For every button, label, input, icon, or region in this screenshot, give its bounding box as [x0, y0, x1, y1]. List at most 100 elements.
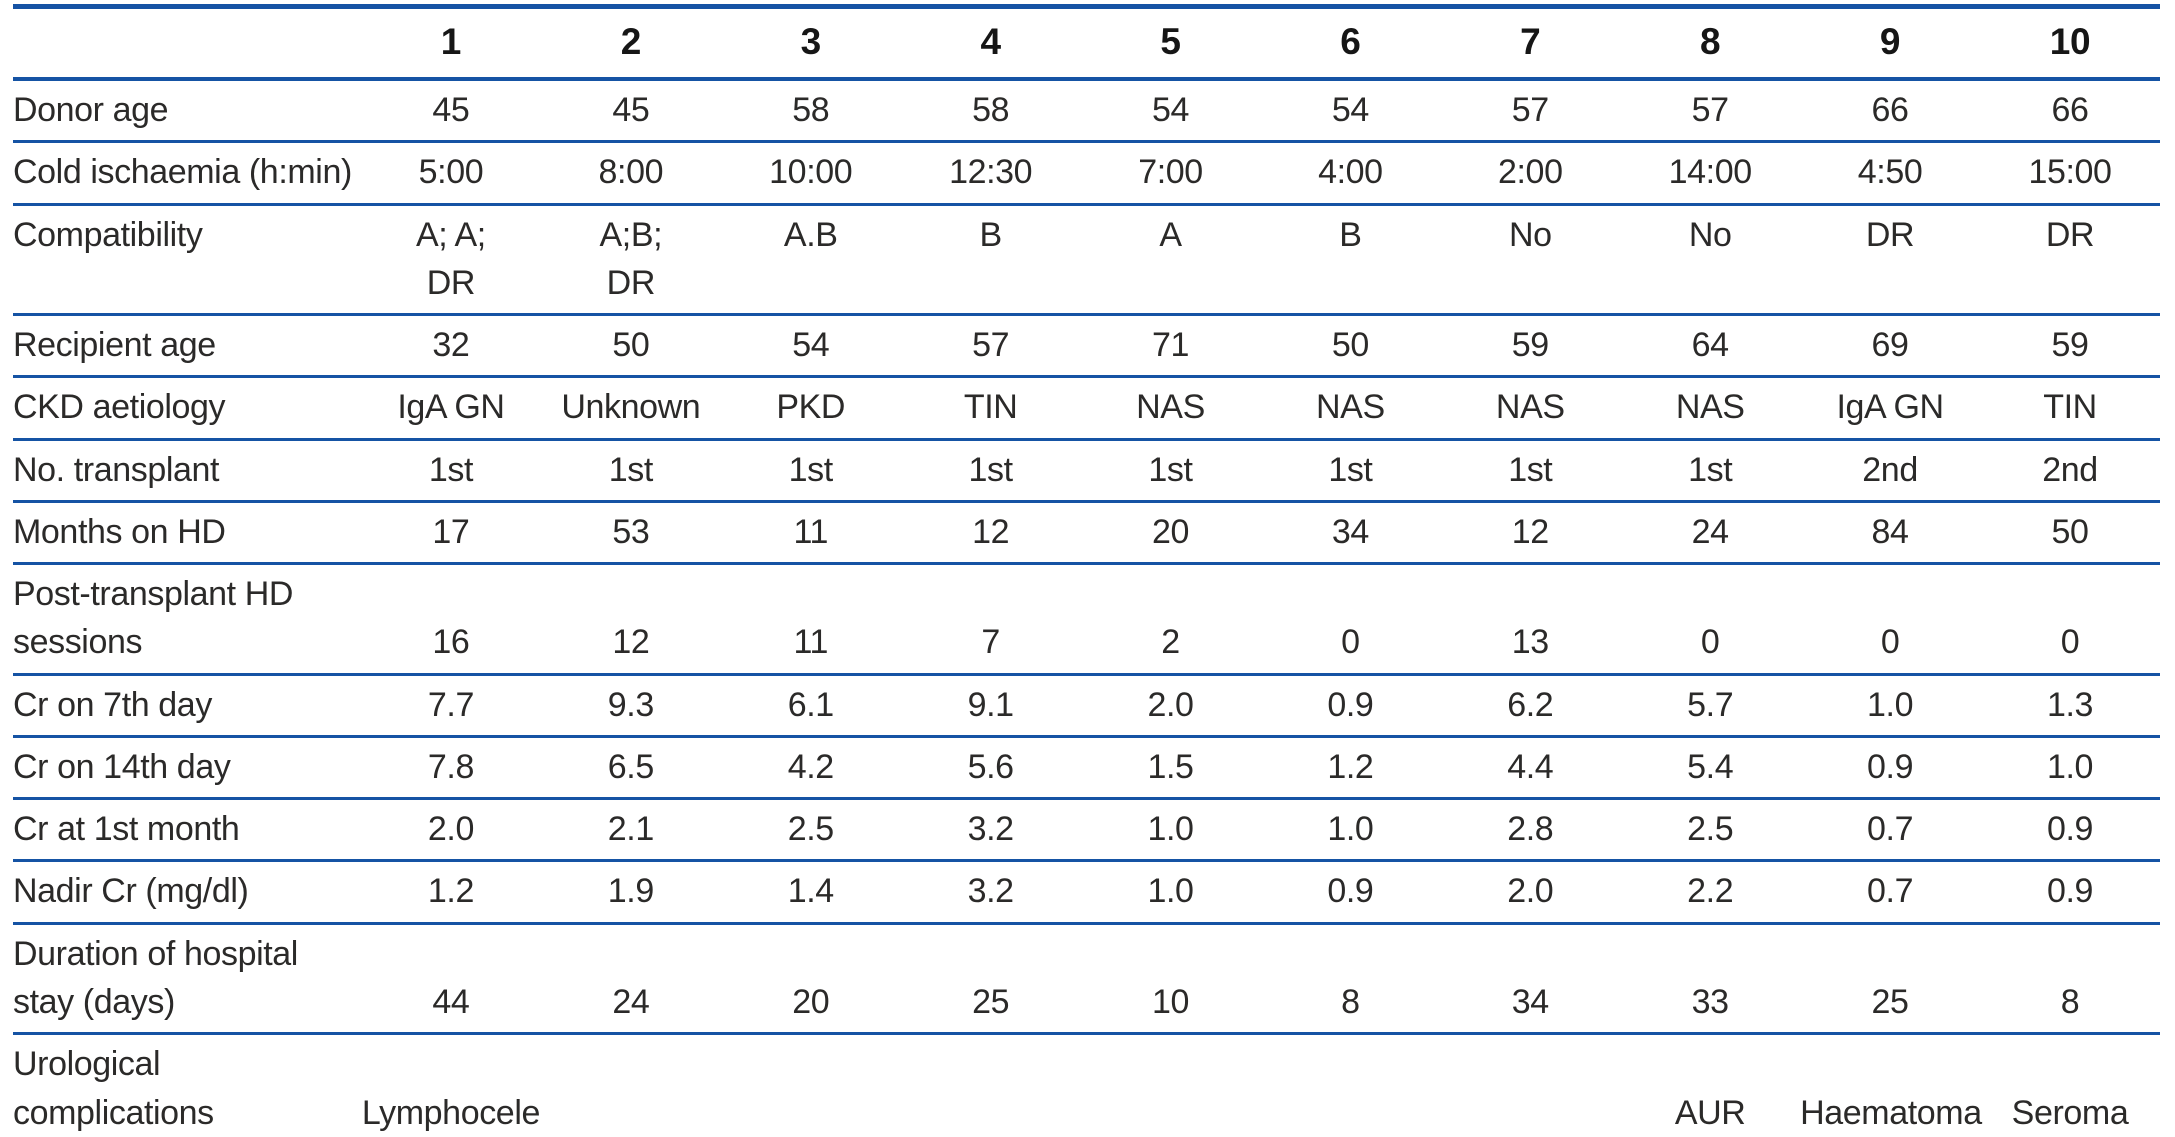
cell-value: 3.2 — [967, 872, 1014, 911]
cell-value: 0.9 — [1327, 685, 1374, 724]
case-number-header: 6 — [1340, 21, 1361, 62]
cell-value: 1st — [788, 450, 834, 489]
cell-value: 0 — [2060, 623, 2080, 662]
cell-value: 57 — [1691, 91, 1729, 129]
cell-value — [1260, 1034, 1440, 1137]
cell-value: 66 — [2051, 91, 2089, 129]
cell-value: 0 — [1700, 623, 1720, 662]
cell-value: 4.4 — [1507, 747, 1554, 786]
cell-value: 1.3 — [2046, 685, 2094, 724]
cell-value: 45 — [432, 91, 470, 129]
cell-value: Lymphocele — [361, 1093, 540, 1132]
row-label: Nadir Cr (mg/dl) — [13, 872, 249, 911]
cell-value: 5:00 — [418, 153, 484, 192]
cell-value: 7.8 — [427, 747, 474, 786]
row-label: Cold ischaemia (h:min) — [13, 153, 352, 192]
row-label: Cr on 14th day — [13, 747, 231, 786]
table-row: CKD aetiology IgA GN Unknown PKD TIN NAS NAS NA… — [13, 377, 2160, 440]
cell-value: 64 — [1691, 326, 1729, 365]
cell-value: 9.1 — [967, 685, 1014, 724]
cell-value: 2nd — [2042, 450, 2098, 489]
cell-value: 58 — [972, 91, 1010, 129]
cell-value: 1st — [1508, 450, 1553, 489]
cell-value: 0.7 — [1867, 872, 1914, 911]
cell-value: 6.2 — [1507, 685, 1554, 724]
table-body: Donor age 45 45 58 58 54 54 57 57 66 66 Cold ischae… — [13, 79, 2160, 1137]
table-row: No. transplant 1st 1st 1st 1st 1st 1st 1st 1st 2n… — [13, 439, 2160, 502]
row-label: Months on HD — [13, 512, 226, 551]
cell-value: NAS — [1316, 388, 1385, 427]
cell-value: 2.1 — [607, 810, 654, 849]
table-row: Months on HD 17 53 11 12 20 34 12 24 84 50 — [13, 501, 2160, 564]
table-row: Cr on 7th day 7.7 9.3 6.1 9.1 2.0 0.9 6.2 5.7 1.0… — [13, 674, 2160, 737]
cell-value: 45 — [612, 91, 650, 129]
table-row: Donor age 45 45 58 58 54 54 57 57 66 66 — [13, 79, 2160, 142]
cell-value: 7.7 — [427, 685, 474, 724]
cell-value: 0.9 — [2046, 872, 2094, 911]
table-row: Cr on 14th day 7.8 6.5 4.2 5.6 1.5 1.2 4.4 5.4 0.… — [13, 736, 2160, 799]
cell-value: 57 — [1511, 91, 1549, 129]
case-number-header: 1 — [440, 21, 462, 62]
cell-value: 0 — [1880, 623, 1900, 662]
table-header: 1 2 3 4 5 6 7 8 9 10 — [13, 7, 2160, 79]
cell-value: 12 — [1511, 512, 1549, 551]
cell-value: 15:00 — [2028, 153, 2112, 192]
cell-value: 59 — [2051, 326, 2089, 365]
cell-value: A.B — [783, 215, 838, 254]
cell-value: 1st — [1328, 450, 1373, 489]
cell-value: 24 — [612, 982, 650, 1021]
cell-value: 2 — [1161, 623, 1180, 662]
cell-value: 8:00 — [598, 153, 664, 192]
cell-value: IgA GN — [1836, 388, 1944, 427]
cell-value: 20 — [1151, 512, 1190, 551]
cell-value: 25 — [1871, 982, 1909, 1021]
cell-value: 1.4 — [787, 872, 834, 911]
cell-value: 16 — [432, 623, 470, 662]
case-number-header: 7 — [1520, 21, 1541, 62]
cell-value: IgA GN — [397, 388, 505, 427]
row-label: Duration of hospital stay (days) — [13, 934, 298, 1021]
table-row: Nadir Cr (mg/dl) 1.2 1.9 1.4 3.2 1.0 0.9 2.0 2.2… — [13, 861, 2160, 924]
cell-value: 7:00 — [1138, 153, 1203, 192]
table-row: Compatibility A; A; DR A;B; DR A.B B A B No No DR… — [13, 204, 2160, 315]
cell-value: 57 — [972, 326, 1010, 365]
cell-value: 50 — [612, 326, 650, 365]
cell-value: 17 — [432, 512, 470, 551]
cell-value: TIN — [963, 388, 1018, 427]
cell-value: 0 — [1341, 623, 1360, 662]
case-number-header: 4 — [980, 21, 1001, 62]
cell-value: 1st — [1688, 450, 1733, 489]
cell-value: 1st — [1148, 450, 1193, 489]
cell-value: 32 — [432, 326, 470, 365]
case-number-header: 5 — [1160, 21, 1181, 62]
cell-value: 1.0 — [1327, 810, 1374, 849]
cell-value: 12:30 — [949, 153, 1033, 192]
cell-value: 13 — [1511, 623, 1549, 662]
cell-value: Unknown — [561, 388, 701, 427]
row-label: Cr at 1st month — [13, 810, 240, 849]
cell-value: A; A; DR — [416, 215, 486, 302]
cell-value: PKD — [776, 388, 846, 427]
row-label: No. transplant — [13, 450, 220, 489]
cell-value: 0.7 — [1867, 810, 1914, 849]
cell-value: 1.0 — [1867, 685, 1914, 724]
cell-value: 2nd — [1862, 450, 1918, 489]
cell-value: 25 — [972, 982, 1010, 1021]
cell-value: 50 — [2051, 512, 2089, 551]
cell-value: NAS — [1136, 388, 1205, 427]
cell-value: 6.5 — [607, 747, 654, 786]
cell-value: 58 — [792, 91, 830, 129]
cell-value: B — [1339, 215, 1362, 254]
cell-value: 44 — [432, 982, 470, 1021]
cell-value: 1.9 — [607, 872, 654, 911]
table-row: Recipient age 32 50 54 57 71 50 59 64 69 59 — [13, 315, 2160, 377]
cell-value: 53 — [612, 512, 650, 551]
cell-value: 12 — [612, 623, 650, 662]
cell-value: 4.2 — [787, 747, 834, 786]
cell-value: 0.9 — [1867, 747, 1914, 786]
cell-value — [541, 1034, 721, 1137]
cell-value: 2.2 — [1687, 872, 1734, 911]
cell-value: 59 — [1511, 326, 1549, 365]
cell-value: AUR — [1674, 1093, 1746, 1132]
cell-value: 1.0 — [1147, 872, 1194, 911]
